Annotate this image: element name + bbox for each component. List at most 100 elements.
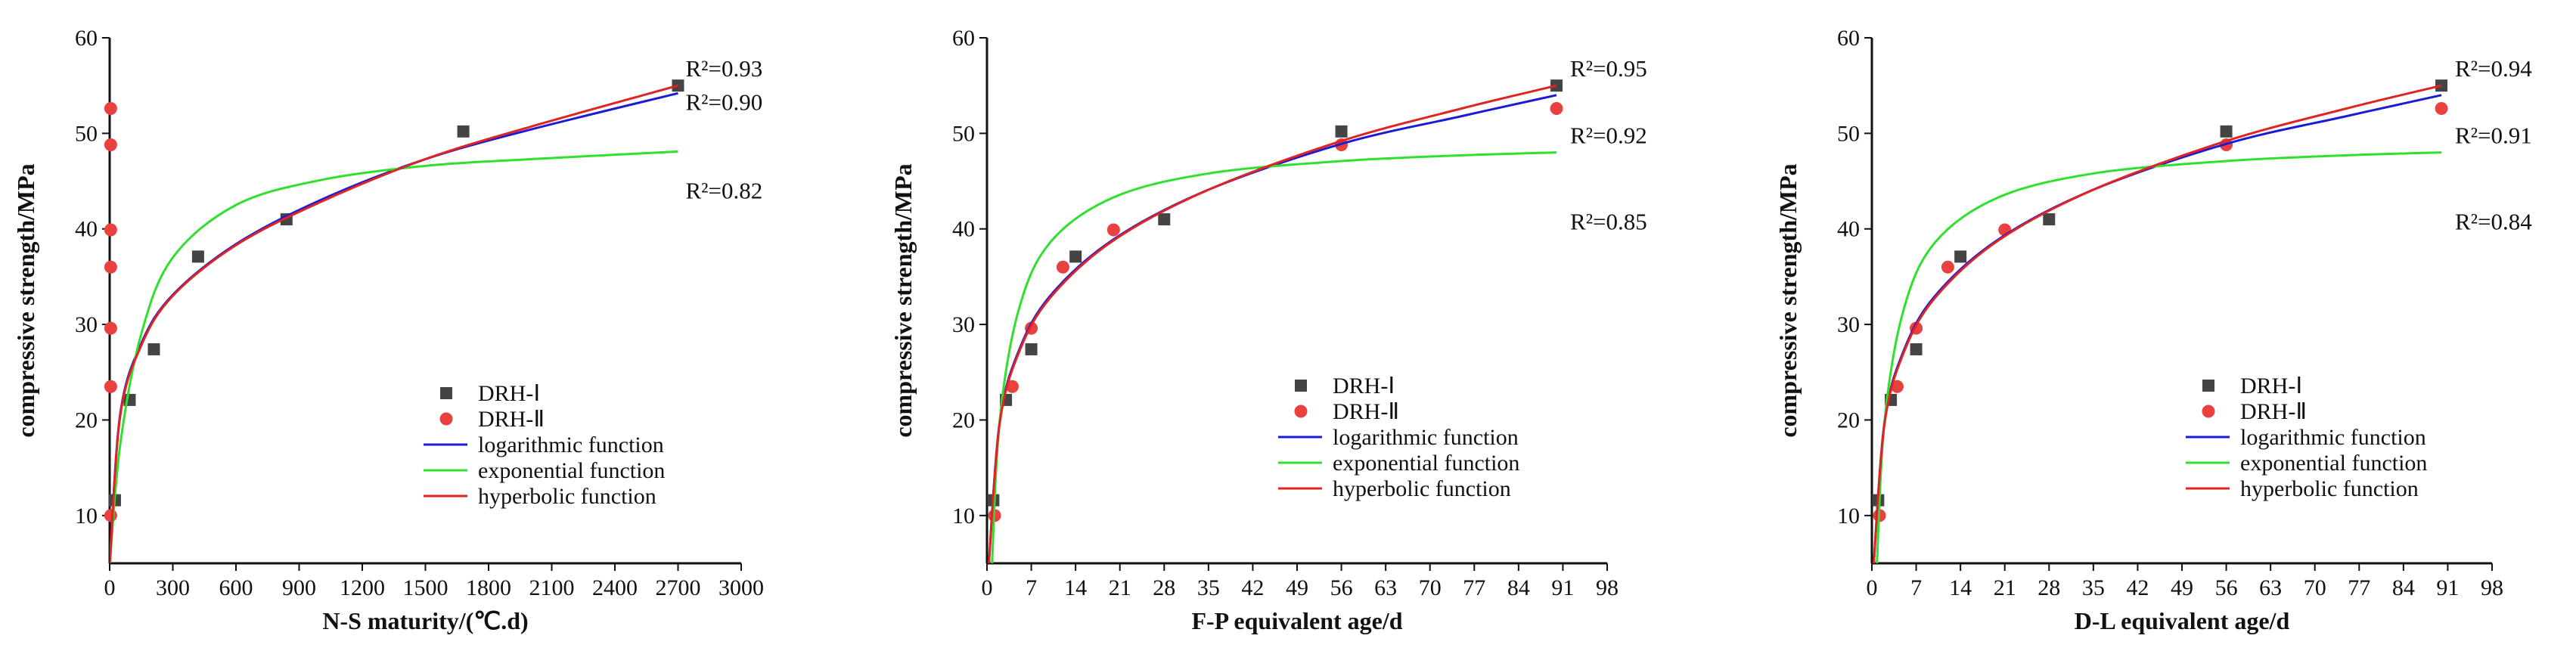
chart-panel-3: 0 7 14 21 28 35 42 49 56 63 70 77 84 91 98 10 20 30 40 50 60…: [1774, 26, 2532, 634]
drh2-data-point: [104, 380, 117, 393]
r2-label: R²=0.92: [1570, 122, 1647, 149]
drh1-data-point: [2043, 213, 2056, 226]
exp-fit-curve: [1876, 151, 2442, 563]
r2-label: R²=0.82: [686, 177, 763, 203]
y-axis-title: compressive strength/MPa: [1774, 163, 1802, 437]
y-tick-label: 50: [75, 121, 98, 146]
drh2-data-point: [2435, 102, 2448, 116]
drh1-data-point: [672, 79, 684, 92]
y-tick-label: 20: [75, 408, 98, 432]
x-axis-title: N-S maturity/(℃.d): [322, 607, 528, 634]
drh1-data-point: [1158, 213, 1171, 226]
y-tick-label: 20: [1837, 408, 1860, 432]
y-tick-label: 60: [75, 26, 98, 51]
x-tick-label: 28: [2038, 575, 2060, 600]
x-tick-label: 98: [2481, 575, 2503, 600]
legend-entry-label: hyperbolic function: [2240, 476, 2419, 501]
r2-label: R²=0.91: [2455, 122, 2532, 149]
x-tick-label: 1500: [403, 575, 448, 600]
drh1-data-point: [1910, 343, 1923, 355]
r2-label: R²=0.90: [686, 88, 763, 115]
y-tick-label: 60: [952, 26, 975, 51]
x-tick-label: 56: [2215, 575, 2238, 600]
x-tick-label: 1200: [340, 575, 385, 600]
x-axis-title: F-P equivalent age/d: [1191, 607, 1402, 634]
x-tick-label: 84: [1507, 575, 1530, 600]
x-tick-label: 98: [1596, 575, 1619, 600]
legend-entry-label: exponential function: [2240, 451, 2427, 476]
x-tick-label: 56: [1330, 575, 1353, 600]
x-axis-title: D-L equivalent age/d: [2075, 607, 2290, 634]
x-tick-label: 0: [104, 575, 116, 600]
drh2-data-point: [1005, 380, 1019, 393]
y-tick-label: 20: [952, 408, 975, 432]
y-tick-label: 30: [1837, 312, 1860, 337]
x-tick-label: 49: [2171, 575, 2193, 600]
x-tick-label: 7: [1910, 575, 1922, 600]
r2-label: R²=0.85: [1570, 209, 1647, 235]
legend-square-marker: [1295, 380, 1307, 392]
drh2-data-point: [1106, 223, 1120, 237]
x-tick-label: 28: [1153, 575, 1175, 600]
y-tick-label: 60: [1837, 26, 1860, 51]
exp-fit-curve: [991, 151, 1557, 563]
drh2-data-point: [104, 102, 117, 116]
x-tick-label: 42: [1241, 575, 1264, 600]
legend-entry-label: exponential function: [478, 458, 665, 483]
x-tick-label: 21: [1994, 575, 2016, 600]
hyp-fit-curve: [1873, 84, 2442, 563]
x-tick-label: 600: [219, 575, 253, 600]
legend-entry-label: hyperbolic function: [1333, 476, 1511, 501]
drh1-data-point: [1069, 250, 1082, 263]
y-axis-title: compressive strength/MPa: [12, 163, 39, 437]
legend-circle-marker: [439, 412, 453, 426]
y-tick-label: 30: [75, 312, 98, 337]
y-tick-label: 50: [1837, 121, 1860, 146]
x-tick-label: 14: [1949, 575, 1972, 600]
legend-square-marker: [2202, 380, 2214, 392]
legend-entry-label: hyperbolic function: [478, 484, 656, 509]
x-tick-label: 300: [156, 575, 190, 600]
x-tick-label: 70: [1419, 575, 1442, 600]
r2-label: R²=0.94: [2455, 55, 2532, 82]
drh1-data-point: [191, 250, 204, 263]
drh2-data-point: [104, 321, 117, 335]
y-tick-label: 10: [75, 504, 98, 529]
drh2-data-point: [1890, 380, 1904, 393]
y-tick-label: 10: [952, 504, 975, 529]
legend-entry-label: DRH-Ⅰ: [478, 381, 540, 406]
drh1-data-point: [147, 343, 160, 355]
y-axis-title: compressive strength/MPa: [889, 163, 917, 437]
x-tick-label: 42: [2126, 575, 2149, 600]
drh1-data-point: [1025, 343, 1038, 355]
legend-entry-label: DRH-Ⅱ: [1333, 399, 1399, 424]
drh2-data-point: [104, 260, 117, 274]
x-tick-label: 1800: [466, 575, 511, 600]
x-tick-label: 77: [1463, 575, 1485, 600]
legend-circle-marker: [2202, 405, 2215, 418]
drh2-data-point: [104, 138, 117, 152]
drh1-data-point: [457, 125, 470, 138]
x-tick-label: 70: [2304, 575, 2326, 600]
hyp-fit-curve: [110, 84, 678, 563]
y-tick-label: 40: [75, 217, 98, 242]
legend-entry-label: exponential function: [1333, 451, 1519, 476]
legend-circle-marker: [1294, 405, 1308, 418]
x-tick-label: 0: [982, 575, 993, 600]
y-tick-label: 50: [952, 121, 975, 146]
x-tick-label: 35: [1197, 575, 1220, 600]
drh1-data-point: [1335, 125, 1348, 138]
x-tick-label: 2700: [656, 575, 701, 600]
exp-fit-curve: [110, 150, 678, 563]
hyp-fit-curve: [988, 84, 1557, 563]
legend-entry-label: DRH-Ⅱ: [2240, 399, 2307, 424]
drh2-data-point: [1056, 260, 1069, 274]
legend-entry-label: logarithmic function: [2240, 425, 2426, 450]
x-tick-label: 900: [282, 575, 316, 600]
y-tick-label: 40: [1837, 217, 1860, 242]
legend-square-marker: [440, 387, 452, 399]
legend-entry-label: logarithmic function: [1333, 425, 1519, 450]
